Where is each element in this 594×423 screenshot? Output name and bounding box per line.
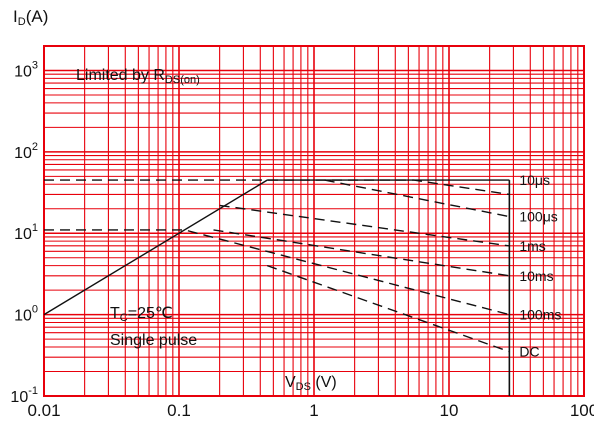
y-tick-exponent: -1 <box>28 385 38 397</box>
x-tick-label: 0.01 <box>27 401 60 420</box>
x-axis-label-main: V <box>285 374 296 391</box>
series-line-10μs <box>44 179 510 196</box>
limited-by-rdson-main: Limited by R <box>76 67 165 84</box>
y-axis-label-sub: D <box>18 16 26 28</box>
y-tick-exponent: 1 <box>32 222 38 234</box>
x-tick-label: 1 <box>309 401 318 420</box>
x-tick-label: 10 <box>440 401 459 420</box>
tc-label-main: T <box>110 305 120 322</box>
single-pulse-label: Single pulse <box>110 332 197 349</box>
y-tick-exponent: 0 <box>32 304 38 316</box>
series-line-DC <box>266 264 510 353</box>
y-axis-label: ID(A) <box>13 7 48 28</box>
y-tick-exponent: 2 <box>32 141 38 153</box>
series-label-10ms: 10ms <box>519 268 553 284</box>
x-tick-label: 0.1 <box>167 401 191 420</box>
y-axis-label-unit: (A) <box>26 7 49 26</box>
x-tick-label: 100 <box>570 401 594 420</box>
x-axis-label: VDS (V) <box>285 374 337 393</box>
series-group <box>43 179 511 396</box>
y-tick-exponent: 3 <box>32 59 38 71</box>
series-label-10μs: 10μs <box>519 172 550 188</box>
series-line-1ms <box>219 204 510 247</box>
y-tick-base: 10 <box>14 226 32 243</box>
y-axis-label-main: I <box>13 7 18 26</box>
y-tick-base: 10 <box>10 389 28 406</box>
y-tick-label: 10-1 <box>10 385 38 406</box>
series-label-DC: DC <box>519 344 539 360</box>
series-labels: 10μs 100μs 1ms 10ms 100ms DC <box>519 172 561 360</box>
y-tick-label: 100 <box>14 304 38 325</box>
series-label-1ms: 1ms <box>519 238 545 254</box>
series-label-100ms: 100ms <box>519 307 561 323</box>
limited-by-rdson-label: Limited by RDS(on) <box>76 67 200 86</box>
y-tick-label: 103 <box>14 59 38 80</box>
series-line-10ms <box>213 229 510 277</box>
y-tick-base: 10 <box>14 63 32 80</box>
limited-by-rdson-sub: DS(on) <box>165 74 200 86</box>
x-axis-label-sub: DS <box>296 381 311 393</box>
y-tick-label: 102 <box>14 141 38 162</box>
plot-frame <box>43 45 585 397</box>
y-tick-label: 101 <box>14 222 38 243</box>
y-tick-base: 10 <box>14 308 32 325</box>
tc-label: TC=25℃ <box>110 305 173 324</box>
series-line-limit <box>43 179 510 316</box>
x-axis-label-unit: (V) <box>311 374 337 391</box>
y-tick-base: 10 <box>14 145 32 162</box>
tc-label-value: =25℃ <box>128 305 173 322</box>
tc-label-sub: C <box>120 312 128 324</box>
series-label-100μs: 100μs <box>519 209 557 225</box>
grid <box>43 45 585 397</box>
